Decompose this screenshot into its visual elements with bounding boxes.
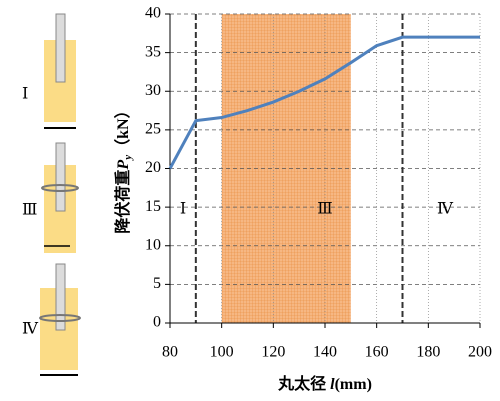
y-label-text: 降伏荷重 <box>113 170 132 234</box>
rod <box>56 14 65 82</box>
y-label-symbol: P <box>115 160 132 171</box>
y-tick-label: 30 <box>145 82 161 99</box>
y-tick-label: 10 <box>145 236 161 253</box>
x-tick-label: 160 <box>365 344 389 361</box>
x-tick-label: 200 <box>468 344 492 361</box>
illustration-2 <box>42 143 78 253</box>
x-tick-label: 100 <box>210 344 234 361</box>
x-tick-label: 140 <box>313 344 337 361</box>
y-tick-label: 5 <box>153 275 161 292</box>
region-label: Ⅲ <box>317 201 332 218</box>
y-tick-label: 40 <box>145 5 161 22</box>
x-label-text: 丸太径 <box>277 374 330 393</box>
illustration-label: Ⅳ <box>22 321 39 338</box>
x-tick-label: 80 <box>162 344 178 361</box>
y-tick-label: 25 <box>145 121 161 138</box>
rod <box>56 143 65 211</box>
illustration-1 <box>44 14 76 128</box>
x-tick-label: 180 <box>416 344 440 361</box>
y-tick-label: 20 <box>145 159 161 176</box>
illustration-label: Ⅰ <box>22 86 28 103</box>
illustration-label: Ⅲ <box>22 202 37 219</box>
region-label: Ⅳ <box>437 201 454 218</box>
y-label-unit: （kN） <box>114 102 132 154</box>
x-tick-label: 120 <box>261 344 285 361</box>
x-axis-label: 丸太径 l(mm) <box>277 374 372 393</box>
chart: Ⅰ Ⅲ Ⅳ 降伏荷重Py（kN） 丸太径 l(mm) 0 5 10 15 20 25 30 3… <box>0 0 500 401</box>
y-tick-label: 0 <box>153 314 161 331</box>
region-label: Ⅰ <box>180 201 186 218</box>
y-tick-label: 35 <box>145 43 161 60</box>
y-axis-label: 降伏荷重Py（kN） <box>113 102 134 233</box>
x-label-unit: (mm) <box>335 376 372 393</box>
y-tick-label: 15 <box>145 198 161 215</box>
illustration-3 <box>40 264 80 375</box>
